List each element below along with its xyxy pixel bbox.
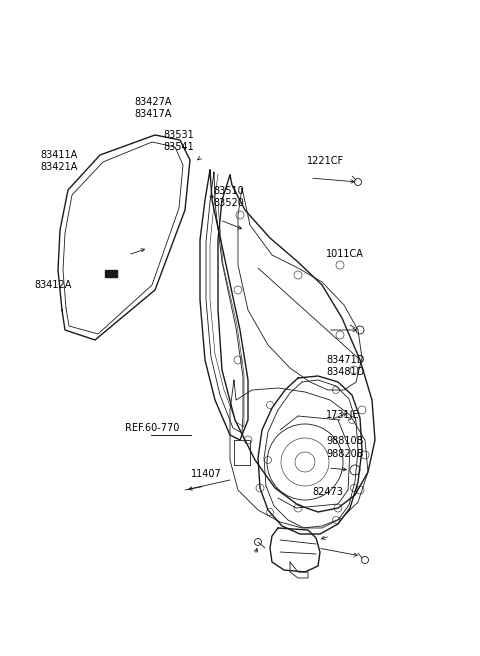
Bar: [234, 440, 250, 465]
Text: 1221CF: 1221CF: [307, 155, 344, 166]
Text: 98810B
98820B: 98810B 98820B: [326, 436, 364, 459]
Text: 1011CA: 1011CA: [326, 249, 364, 259]
Text: 1731JE: 1731JE: [326, 409, 360, 420]
Text: 82473: 82473: [312, 487, 343, 497]
Text: 83412A: 83412A: [35, 280, 72, 291]
Text: 11407: 11407: [191, 468, 222, 479]
Text: 83411A
83421A: 83411A 83421A: [41, 150, 78, 172]
Text: 83531
83541: 83531 83541: [163, 130, 194, 152]
Text: 83427A
83417A: 83427A 83417A: [134, 97, 172, 119]
Text: REF.60-770: REF.60-770: [125, 422, 180, 433]
Text: 83510
83520: 83510 83520: [214, 186, 244, 208]
Text: 83471D
83481D: 83471D 83481D: [326, 355, 365, 377]
Bar: [105, 270, 117, 277]
